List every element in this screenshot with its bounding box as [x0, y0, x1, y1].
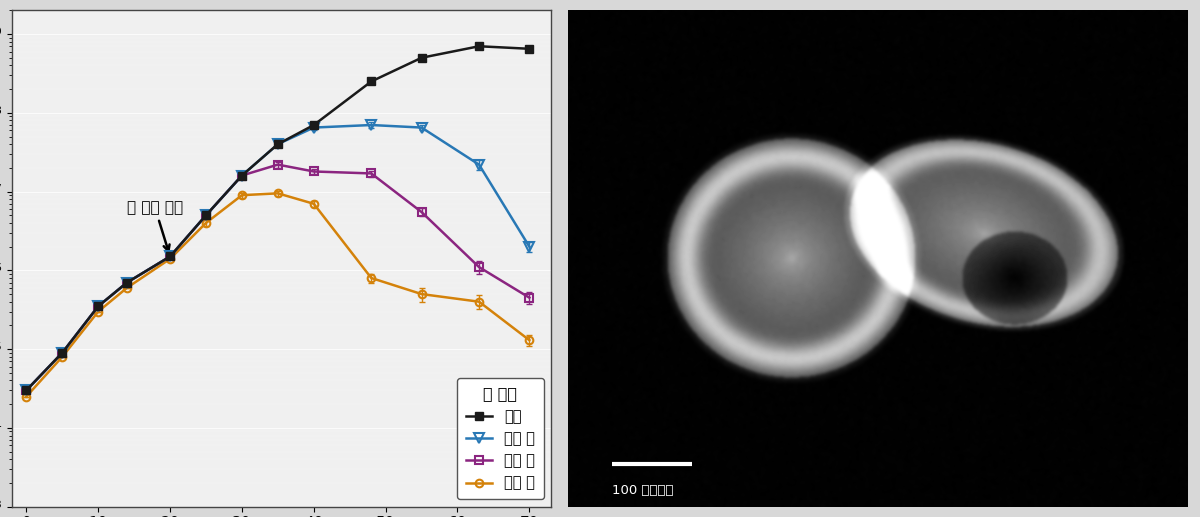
중간 빛	[306, 169, 320, 175]
중간 빛	[472, 264, 486, 270]
Line: 강한 빛: 강한 빛	[23, 190, 533, 400]
어둠	[163, 253, 178, 260]
강한 빛	[522, 337, 536, 343]
약한 빛	[55, 349, 70, 356]
어둠	[199, 212, 214, 218]
약한 빛	[522, 244, 536, 250]
약한 빛	[271, 141, 286, 147]
강한 빛	[306, 201, 320, 207]
중간 빛	[55, 349, 70, 356]
어둠	[306, 122, 320, 128]
Line: 중간 빛: 중간 빛	[23, 161, 533, 394]
Text: 100 나노미터: 100 나노미터	[612, 484, 673, 497]
중간 빛	[199, 212, 214, 218]
중간 빛	[414, 209, 428, 215]
중간 빛	[271, 161, 286, 168]
약한 빛	[414, 125, 428, 131]
어둠	[472, 43, 486, 49]
중간 빛	[235, 172, 250, 178]
어둠	[19, 387, 34, 393]
강한 빛	[235, 192, 250, 199]
Legend: 어둠, 약한 빛, 중간 빛, 강한 빛: 어둠, 약한 빛, 중간 빛, 강한 빛	[457, 378, 544, 499]
중간 빛	[364, 170, 378, 176]
강한 빛	[199, 220, 214, 226]
강한 빛	[19, 393, 34, 400]
어둠	[522, 45, 536, 52]
약한 빛	[472, 161, 486, 168]
어둠	[414, 55, 428, 61]
어둠	[55, 349, 70, 356]
약한 빛	[19, 387, 34, 393]
강한 빛	[472, 299, 486, 305]
중간 빛	[91, 303, 106, 309]
강한 빛	[120, 285, 134, 291]
강한 빛	[271, 190, 286, 196]
중간 빛	[19, 387, 34, 393]
어둠	[235, 172, 250, 178]
중간 빛	[163, 253, 178, 260]
약한 빛	[120, 280, 134, 286]
강한 빛	[55, 354, 70, 360]
Text: 빛 노출 시작: 빛 노출 시작	[127, 200, 184, 251]
강한 빛	[91, 309, 106, 315]
중간 빛	[120, 280, 134, 286]
약한 빛	[199, 212, 214, 218]
어둠	[120, 280, 134, 286]
Line: 약한 빛: 약한 빛	[22, 120, 534, 395]
강한 빛	[163, 256, 178, 262]
약한 빛	[364, 122, 378, 128]
강한 빛	[364, 275, 378, 281]
약한 빛	[91, 303, 106, 309]
어둠	[271, 141, 286, 147]
어둠	[91, 303, 106, 309]
Line: 어둠: 어둠	[23, 42, 533, 394]
강한 빛	[414, 291, 428, 297]
중간 빛	[522, 295, 536, 301]
어둠	[364, 79, 378, 85]
약한 빛	[163, 253, 178, 260]
약한 빛	[306, 125, 320, 131]
약한 빛	[235, 172, 250, 178]
